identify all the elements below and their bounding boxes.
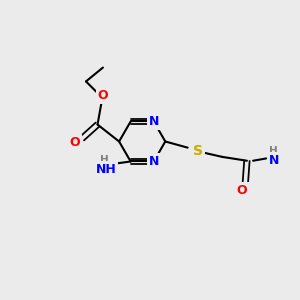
Text: H: H — [269, 146, 278, 156]
Text: O: O — [98, 89, 108, 102]
Text: O: O — [69, 136, 80, 149]
Text: N: N — [269, 154, 279, 167]
Text: O: O — [236, 184, 247, 196]
Text: S: S — [193, 144, 202, 158]
Text: N: N — [148, 115, 159, 128]
Text: H: H — [100, 155, 109, 165]
Text: NH: NH — [96, 163, 116, 176]
Text: N: N — [148, 155, 159, 168]
